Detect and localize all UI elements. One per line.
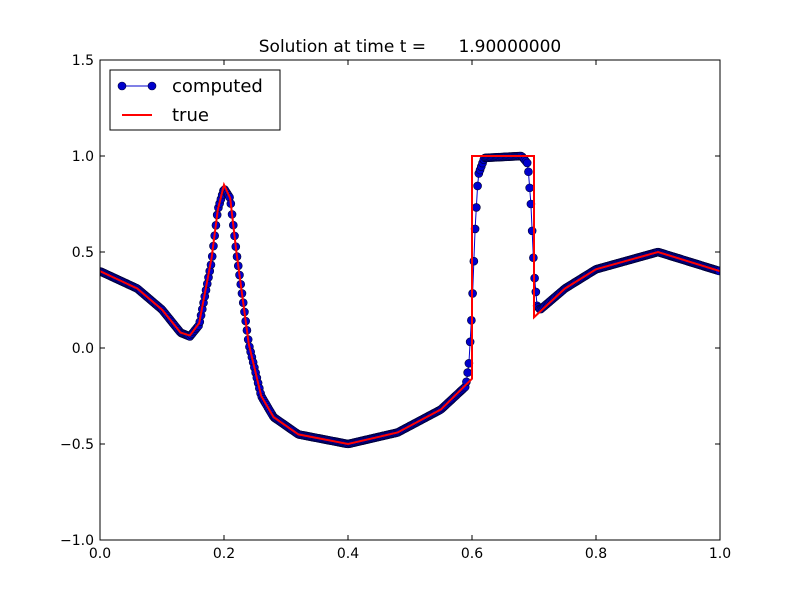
series-true-line (100, 155, 720, 446)
y-tick-label: −1.0 (60, 533, 94, 549)
x-tick-label: 1.0 (709, 546, 731, 562)
computed-point (473, 181, 482, 191)
legend-computed-marker (147, 81, 157, 91)
y-tick-label: 1.0 (72, 149, 94, 165)
computed-point (472, 203, 481, 212)
computed-point (462, 377, 471, 387)
x-tick-label: 0.6 (461, 546, 483, 562)
y-tick-label: 0.0 (72, 341, 94, 357)
y-tick-label: 1.5 (72, 53, 94, 69)
x-tick-label: 0.4 (337, 546, 359, 562)
x-tick-label: 0.0 (89, 546, 111, 562)
legend-computed-label: computed (172, 76, 263, 97)
axes: 0.0 0.2 0.4 0.6 0.8 1.0 −1.0 −0.5 0.0 0.5 1.0 1.5 (60, 53, 731, 562)
axes-frame (99, 59, 721, 541)
computed-point (463, 368, 472, 377)
y-tick-label: 0.5 (72, 245, 94, 261)
y-tick-label: −0.5 (60, 437, 94, 453)
plot-area (100, 151, 720, 449)
computed-point (524, 167, 533, 177)
chart-title: Solution at time t = 1.90000000 (259, 37, 561, 57)
computed-point (525, 183, 534, 193)
computed-point (522, 158, 532, 168)
legend-box (109, 69, 281, 131)
legend: computed true (109, 69, 281, 131)
legend-computed-marker (117, 81, 127, 91)
x-tick-label: 0.8 (585, 546, 607, 562)
x-tick-label: 0.2 (213, 546, 235, 562)
legend-true-label: true (172, 105, 209, 126)
plot-clipped (100, 151, 720, 449)
